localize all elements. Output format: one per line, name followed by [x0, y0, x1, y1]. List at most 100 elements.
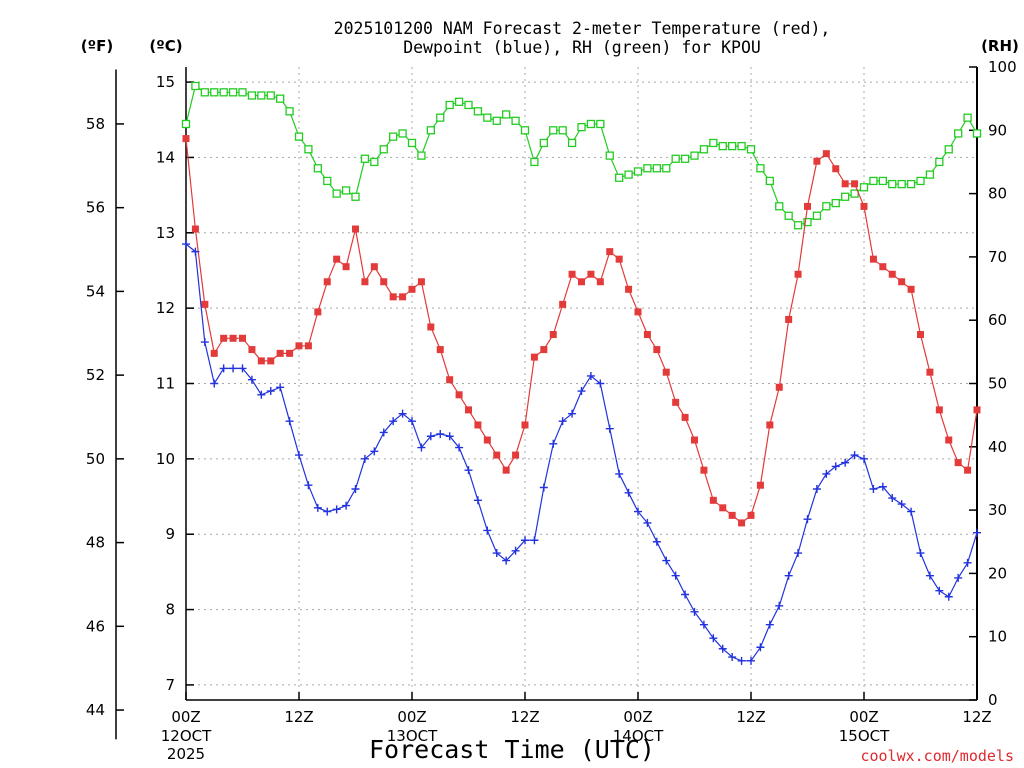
- temperature-point: [898, 278, 906, 286]
- rh-point: [483, 113, 492, 122]
- rh-point: [276, 94, 285, 103]
- rh-point: [502, 110, 511, 119]
- temperature-point: [370, 263, 378, 271]
- rh-point: [793, 221, 803, 230]
- rh-point: [266, 91, 275, 100]
- celsius-tick-label: 9: [165, 525, 175, 543]
- dewpoint-point: [191, 247, 200, 256]
- dewpoint-point: [577, 387, 586, 396]
- temperature-point: [276, 349, 284, 357]
- rh-tick-label: 50: [988, 375, 1007, 393]
- temperature-point: [766, 421, 774, 429]
- temperature-point: [691, 436, 698, 444]
- rh-tick-label: 100: [988, 58, 1017, 76]
- temperature-point: [596, 278, 604, 286]
- temperature-point: [314, 308, 322, 316]
- temperature-point: [879, 263, 887, 271]
- temperature-point: [182, 135, 190, 143]
- temperature-point: [756, 481, 764, 489]
- rh-point: [803, 217, 812, 227]
- dewpoint-point: [370, 447, 379, 456]
- temperature-point: [662, 368, 670, 376]
- rh-point: [652, 164, 661, 173]
- dewpoint-point: [803, 515, 812, 524]
- x-axis-label: Forecast Time (UTC): [369, 735, 655, 764]
- temperature-point: [587, 270, 595, 278]
- temperature-point: [804, 202, 811, 210]
- rh-point: [878, 176, 887, 186]
- dewpoint-point: [624, 488, 633, 497]
- dewpoint-point: [935, 586, 944, 595]
- rh-point: [200, 88, 209, 97]
- rh-point: [332, 189, 341, 198]
- rh-point: [888, 179, 897, 189]
- dewpoint-point: [568, 409, 577, 418]
- temperature-point: [672, 398, 680, 406]
- dewpoint-point: [473, 496, 482, 505]
- dewpoint-point: [907, 507, 916, 516]
- temperature-point: [822, 150, 830, 158]
- rh-tick-label: 0: [988, 691, 998, 709]
- rh-point: [530, 157, 539, 167]
- rh-point: [944, 145, 953, 154]
- temperature-point: [841, 180, 849, 188]
- temperature-point: [380, 278, 388, 286]
- chart-title-line2: Dewpoint (blue), RH (green) for KPOU: [403, 38, 761, 57]
- dewpoint-point: [794, 549, 803, 558]
- dewpoint-point: [426, 432, 435, 441]
- temperature-point: [493, 451, 501, 459]
- celsius-axis: 7 8 9 10 11 12 13 14 15: [156, 73, 194, 694]
- dewpoint-point: [850, 451, 859, 460]
- temperature-point: [295, 342, 303, 350]
- dewpoint-point: [671, 571, 680, 580]
- dewpoint-point: [718, 644, 727, 653]
- temperature-point: [634, 308, 642, 316]
- dewpoint-point: [200, 338, 209, 347]
- dewpoint-point: [210, 379, 219, 388]
- rh-point: [746, 145, 756, 154]
- temperature-point: [361, 278, 369, 286]
- rh-point: [728, 141, 737, 151]
- celsius-tick-label: 8: [165, 601, 175, 619]
- time-tick-label: 12Z: [736, 708, 765, 726]
- temperature-point: [239, 334, 246, 342]
- rh-point: [869, 176, 878, 186]
- dewpoint-point: [699, 620, 708, 629]
- temperature-point: [926, 368, 934, 376]
- rh-tick-label: 30: [988, 501, 1007, 519]
- temperature-series: [182, 135, 981, 527]
- rh-point: [831, 198, 840, 208]
- temperature-point: [521, 421, 529, 429]
- rh-point: [586, 119, 596, 129]
- rh-point: [445, 100, 454, 110]
- celsius-unit-label: (ºC): [149, 37, 182, 55]
- rh-point: [624, 170, 633, 179]
- rh-point: [454, 97, 464, 106]
- fahrenheit-tick-label: 58: [86, 115, 105, 133]
- dewpoint-point: [492, 549, 501, 558]
- fahrenheit-tick-label: 48: [86, 534, 105, 552]
- temperature-point: [229, 334, 237, 342]
- celsius-tick-label: 12: [156, 299, 175, 317]
- dewpoint-point: [615, 469, 624, 478]
- rh-unit-label: (RH): [981, 37, 1019, 55]
- temperature-point: [935, 406, 943, 414]
- rh-point: [360, 154, 370, 163]
- temperature-point: [888, 270, 896, 278]
- rh-point: [417, 151, 426, 160]
- rh-point: [210, 88, 219, 97]
- temperature-point: [681, 413, 689, 421]
- dewpoint-point: [756, 643, 765, 652]
- rh-point: [181, 119, 191, 129]
- rh-point: [671, 154, 680, 163]
- rh-point: [775, 202, 784, 211]
- temperature-point: [465, 406, 472, 414]
- celsius-tick-label: 15: [156, 73, 175, 91]
- rh-point: [294, 132, 304, 141]
- rh-point: [426, 126, 435, 135]
- celsius-tick-label: 13: [156, 224, 175, 242]
- dewpoint-point: [652, 537, 661, 546]
- celsius-tick-label: 11: [156, 375, 175, 393]
- temperature-point: [191, 225, 199, 233]
